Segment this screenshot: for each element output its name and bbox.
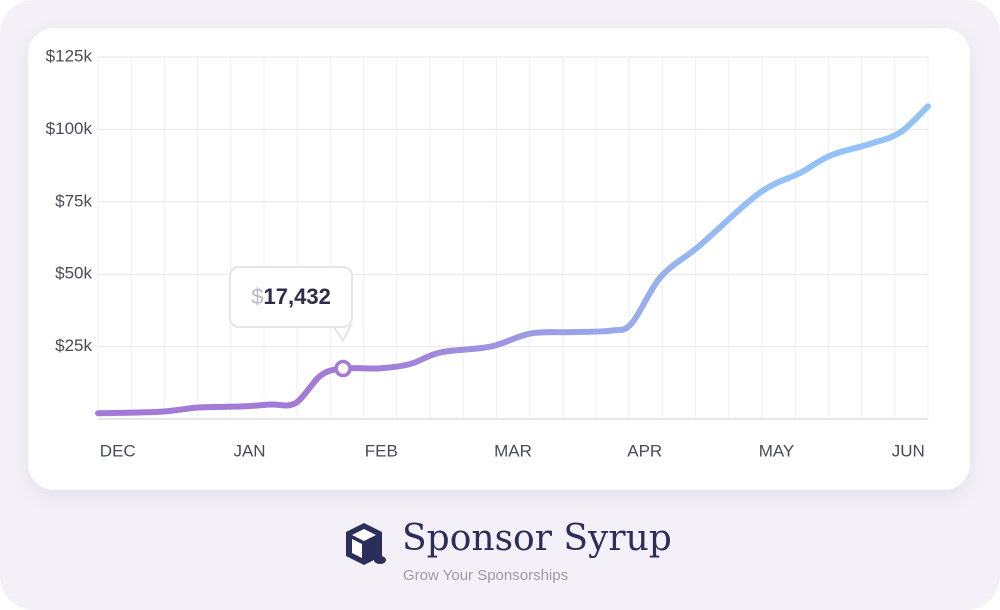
brand-name: Sponsor Syrup bbox=[402, 518, 672, 559]
x-tick-label: MAR bbox=[494, 441, 532, 460]
logo bbox=[346, 523, 386, 565]
x-tick-label: DEC bbox=[100, 441, 136, 460]
x-tick-label: JUN bbox=[892, 441, 925, 460]
y-tick-label: $75k bbox=[55, 191, 92, 210]
y-tick-label: $25k bbox=[55, 336, 92, 355]
line bbox=[95, 103, 931, 417]
x-tick-label: FEB bbox=[365, 441, 398, 460]
y-tick-label: $100k bbox=[46, 119, 93, 138]
tooltip: $17,432 bbox=[229, 265, 354, 328]
y-tick-label: $125k bbox=[46, 46, 93, 65]
tagline: Grow Your Sponsorships bbox=[403, 567, 569, 584]
chart-card bbox=[28, 28, 970, 490]
x-tick-label: MAY bbox=[759, 441, 795, 460]
y-tick-label: $50k bbox=[55, 264, 92, 283]
tooltip-pointer bbox=[331, 324, 353, 343]
tooltip-marker bbox=[334, 359, 352, 378]
x-tick-label: APR bbox=[627, 441, 662, 460]
x-tick-label: JAN bbox=[233, 441, 265, 460]
